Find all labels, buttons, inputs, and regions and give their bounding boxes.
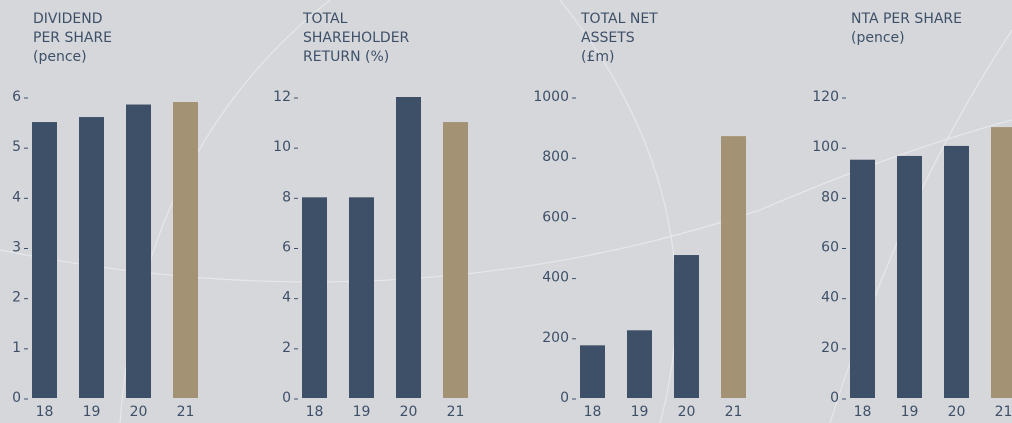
x-tick-label: 19: [631, 404, 649, 420]
y-tick-label: 6: [282, 240, 291, 256]
y-tick-label: 4: [12, 189, 21, 205]
y-tick-label: 60: [821, 240, 839, 256]
arc: [559, 0, 677, 423]
y-tick-label: 1: [12, 340, 21, 356]
y-tick-label: 400: [542, 270, 569, 286]
bar: [32, 122, 57, 398]
x-tick-label: 20: [400, 404, 418, 420]
bar: [580, 345, 605, 398]
y-tick-label: 80: [821, 189, 839, 205]
x-tick-label: 19: [901, 404, 919, 420]
y-tick-label: 0: [282, 390, 291, 406]
chart-title: TOTAL NET: [580, 11, 658, 27]
bar: [126, 104, 151, 399]
chart-title: TOTAL: [302, 11, 348, 27]
bar: [850, 159, 875, 398]
bar: [627, 330, 652, 398]
y-tick-label: 8: [282, 189, 291, 205]
bar: [396, 97, 421, 398]
y-tick-label: 0: [830, 390, 839, 406]
y-tick-label: 2: [12, 290, 21, 306]
x-tick-label: 21: [725, 404, 743, 420]
x-tick-label: 21: [995, 404, 1012, 420]
arc: [0, 119, 1012, 283]
chart-title: NTA PER SHARE: [851, 11, 962, 27]
y-tick-label: 600: [542, 209, 569, 225]
chart-title: (pence): [851, 30, 905, 46]
y-tick-label: 1000: [533, 89, 569, 105]
x-tick-label: 20: [130, 404, 148, 420]
bar: [674, 255, 699, 398]
x-tick-label: 20: [948, 404, 966, 420]
x-tick-label: 18: [584, 404, 602, 420]
y-tick-label: 2: [282, 340, 291, 356]
bar: [173, 102, 198, 399]
bar: [944, 145, 969, 398]
y-tick-label: 3: [12, 240, 21, 256]
y-tick-label: 20: [821, 340, 839, 356]
y-tick-label: 120: [812, 89, 839, 105]
chart-title: (£m): [581, 49, 614, 65]
x-tick-label: 19: [83, 404, 101, 420]
y-tick-label: 800: [542, 149, 569, 165]
y-tick-label: 200: [542, 330, 569, 346]
y-tick-label: 100: [812, 139, 839, 155]
y-tick-label: 6: [12, 89, 21, 105]
bar: [897, 155, 922, 398]
chart-title: (pence): [33, 49, 87, 65]
bar: [302, 197, 327, 398]
x-tick-label: 18: [36, 404, 54, 420]
y-tick-label: 10: [273, 139, 291, 155]
y-tick-label: 4: [282, 290, 291, 306]
y-tick-label: 0: [560, 390, 569, 406]
bar: [721, 136, 746, 398]
bar: [349, 197, 374, 398]
chart-title: RETURN (%): [303, 49, 389, 65]
x-tick-label: 21: [177, 404, 195, 420]
x-tick-label: 19: [353, 404, 371, 420]
chart-title: SHAREHOLDER: [303, 30, 410, 46]
chart-title: ASSETS: [581, 30, 635, 46]
y-tick-label: 0: [12, 390, 21, 406]
y-tick-label: 12: [273, 89, 291, 105]
x-tick-label: 21: [447, 404, 465, 420]
x-tick-label: 18: [306, 404, 324, 420]
chart-title: DIVIDEND: [33, 11, 103, 27]
chart-title: PER SHARE: [33, 30, 112, 46]
bar: [443, 122, 468, 398]
y-tick-label: 5: [12, 139, 21, 155]
arc: [119, 0, 331, 423]
bar: [991, 127, 1012, 398]
bar: [79, 117, 104, 399]
x-tick-label: 18: [854, 404, 872, 420]
y-tick-label: 40: [821, 290, 839, 306]
x-tick-label: 20: [678, 404, 696, 420]
